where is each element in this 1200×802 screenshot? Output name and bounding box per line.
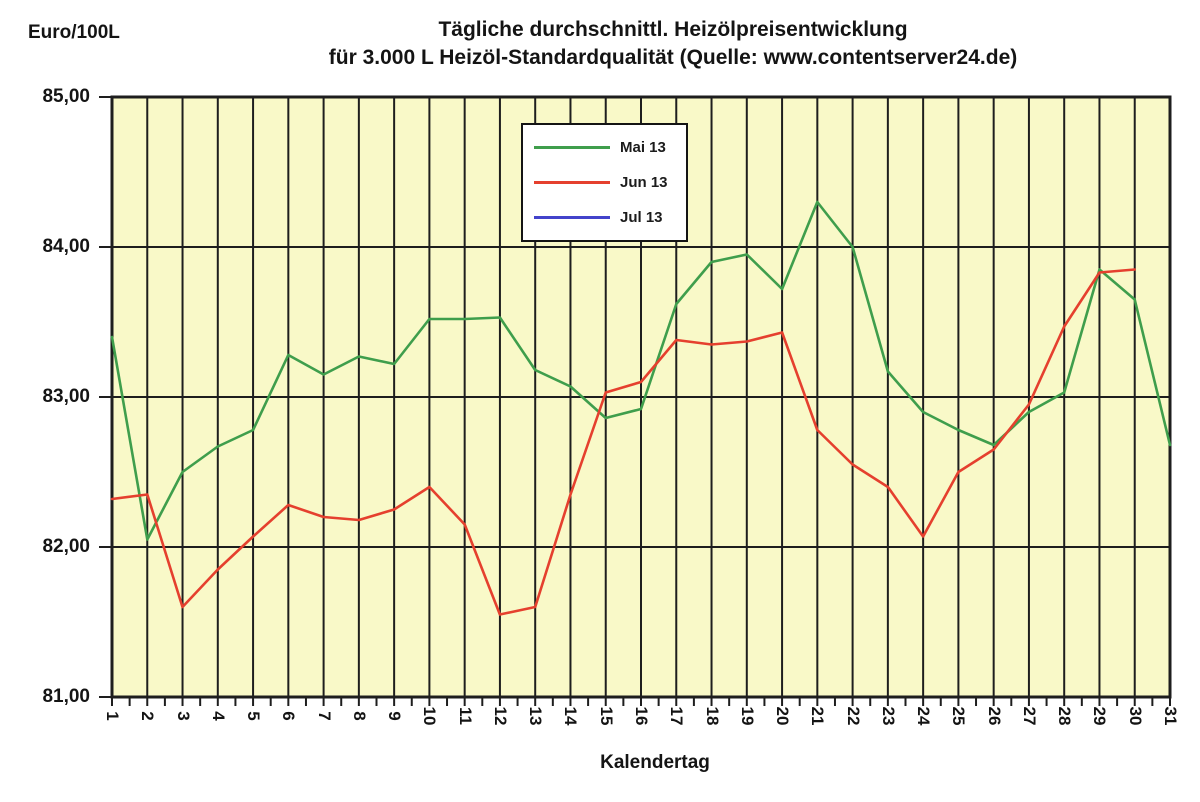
x-axis-tick-label: 4 [208,711,228,721]
legend: Mai 13 Jun 13 Jul 13 [521,123,688,242]
x-axis-tick-label: 1 [103,711,122,721]
x-axis-tick-label: 16 [632,706,651,726]
y-axis-tick-label: 84,00 [42,236,90,257]
x-axis-tick-label: 10 [420,706,440,726]
series-line-mai-13 [110,200,1172,541]
x-axis-tick-label: 19 [737,706,757,726]
chart-title: Tägliche durchschnittl. Heizölpreisentwi… [150,16,1196,72]
legend-item-jul-13: Jul 13 [523,209,686,226]
legend-label: Jun 13 [620,174,668,191]
legend-line-sample [534,216,610,219]
x-axis-tick-label: 8 [349,711,369,721]
y-axis-unit-label: Euro/100L [28,22,120,43]
legend-label: Jul 13 [620,209,663,226]
legend-label: Mai 13 [620,139,666,156]
chart-title-line2: für 3.000 L Heizöl-Standardqualität (Que… [328,46,1018,69]
series-line-jun-13 [110,268,1136,616]
x-axis-tick-label: 2 [138,711,158,721]
y-axis-tick-label: 82,00 [42,536,90,557]
x-axis-tick-label: 17 [667,706,687,726]
x-axis-title: Kalendertag [600,752,710,773]
x-axis-tick-label: 14 [561,706,581,726]
x-axis-tick-label: 5 [244,711,264,721]
x-axis-tick-label: 6 [279,711,299,721]
legend-line-sample [534,181,610,184]
x-axis-tick-label: 21 [808,706,828,726]
x-axis-tick-label: 29 [1090,706,1110,726]
x-axis-tick-label: 12 [490,706,510,726]
x-axis-tick-label: 7 [314,711,334,721]
x-axis-tick-label: 15 [596,706,616,726]
x-axis-tick-label: 20 [773,706,793,726]
x-axis-tick-label: 28 [1055,706,1075,726]
x-axis-tick-label: 25 [949,706,969,726]
x-axis-tick-label: 11 [455,707,475,725]
x-axis-tick-label: 22 [843,706,863,726]
x-axis-tick-label: 18 [702,706,722,726]
y-axis-tick-label: 85,00 [42,86,90,107]
x-axis-tick-label: 23 [878,706,898,726]
legend-line-sample [534,146,610,149]
x-axis-tick-label: 30 [1125,706,1145,726]
x-axis-tick-label: 9 [385,711,405,721]
legend-item-jun-13: Jun 13 [523,174,686,191]
y-axis-tick-label: 83,00 [42,386,90,407]
chart-title-line1: Tägliche durchschnittl. Heizölpreisentwi… [438,18,908,41]
x-axis-tick-label: 27 [1019,706,1039,726]
x-axis-tick-label: 24 [914,706,934,726]
x-axis-tick-label: 26 [984,706,1004,726]
y-axis-tick-label: 81,00 [42,686,90,707]
x-axis-tick-label: 13 [526,706,546,726]
x-axis-tick-label: 31 [1161,706,1180,726]
legend-item-mai-13: Mai 13 [523,139,686,156]
x-axis-tick-label: 3 [173,711,193,721]
